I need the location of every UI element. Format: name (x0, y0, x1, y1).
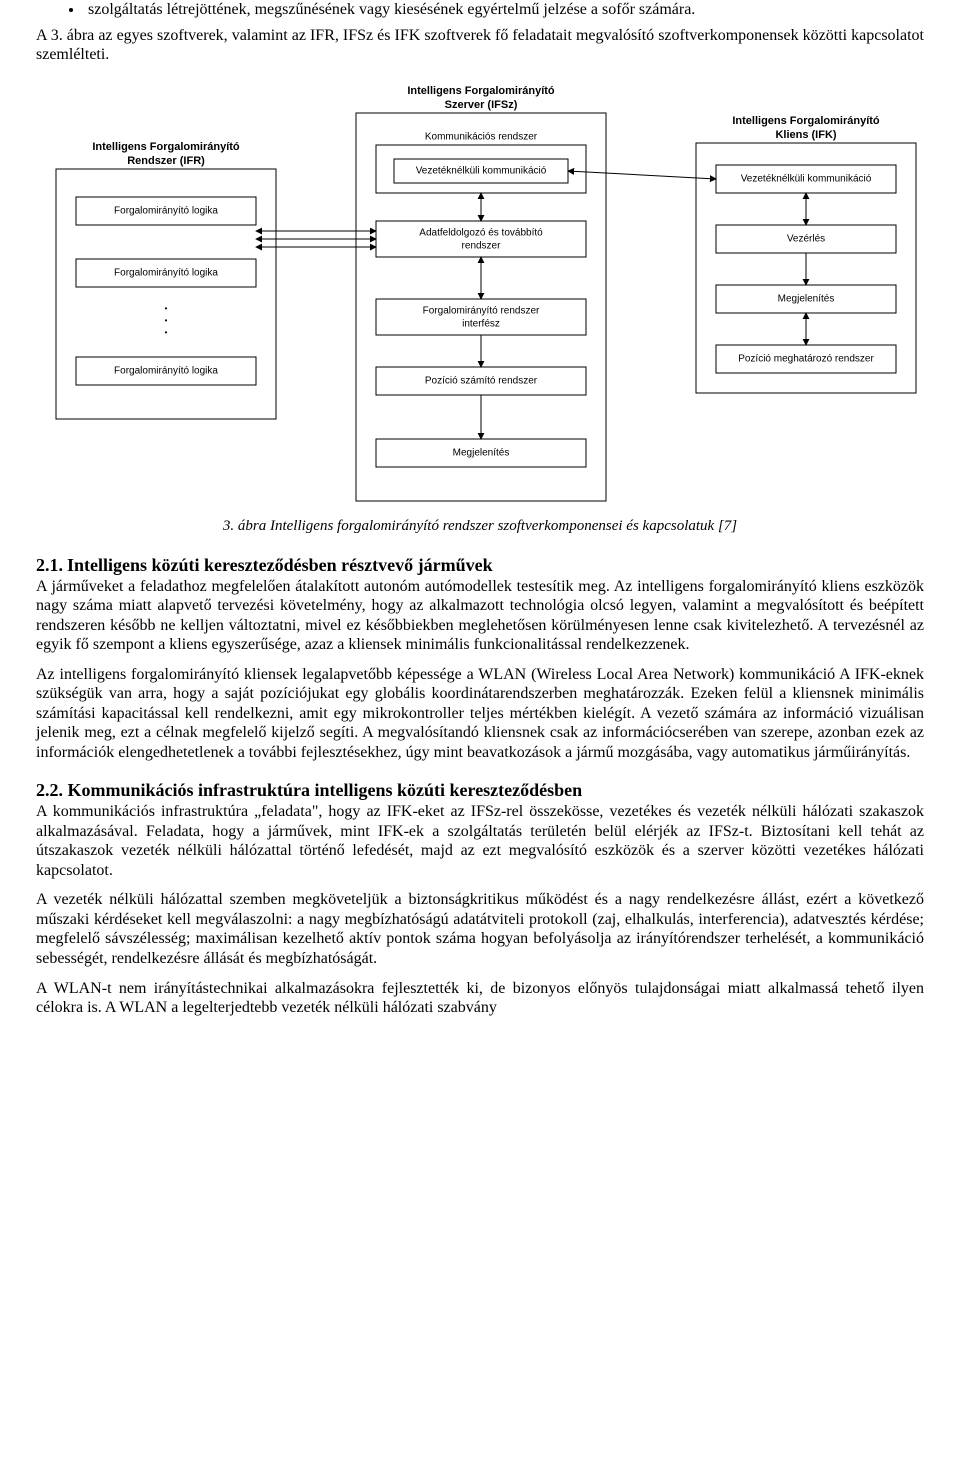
pozsz-lbl: Pozíció számító rendszer (425, 375, 538, 386)
sec21-num: 2.1. (36, 555, 63, 575)
r-t2: Kliens (IFK) (775, 128, 836, 140)
figure-caption: 3. ábra Intelligens forgalomirányító ren… (36, 517, 924, 535)
svg-text:•: • (165, 304, 168, 313)
section-2-1: 2.1. Intelligens közúti kereszteződésben… (36, 555, 924, 655)
c-t2: Szerver (IFSz) (445, 98, 518, 110)
l-t1: Intelligens Forgalomirányító (92, 140, 240, 152)
c-t1: Intelligens Forgalomirányító (407, 84, 555, 96)
ifk-l2: Vezérlés (787, 233, 825, 244)
figure-3: Intelligens Forgalomirányító Szerver (IF… (36, 79, 926, 509)
ifk-l1: Vezetéknélküli kommunikáció (741, 173, 872, 184)
bullet-list: szolgáltatás létrejöttének, megszűnéséne… (36, 0, 924, 20)
komm-label: Kommunikációs rendszer (425, 131, 538, 142)
svg-text:•: • (165, 328, 168, 337)
sec22-p3: A WLAN-t nem irányítástechnikai alkalmaz… (36, 979, 924, 1018)
l-t2: Rendszer (IFR) (127, 154, 205, 166)
bullet-item: szolgáltatás létrejöttének, megszűnéséne… (84, 0, 924, 20)
megj-lbl: Megjelenítés (453, 447, 510, 458)
ifr-l3: Forgalomirányító logika (114, 365, 218, 376)
adat-l2: rendszer (462, 240, 502, 251)
ifr-l1: Forgalomirányító logika (114, 205, 218, 216)
forif-l2: interfész (462, 318, 500, 329)
sec21-p1: A járműveket a feladathoz megfelelően át… (36, 578, 924, 654)
vezkomm-lbl: Vezetéknélküli kommunikáció (416, 165, 547, 176)
sec21-title: Intelligens közúti kereszteződésben rész… (67, 555, 493, 575)
forif-l1: Forgalomirányító rendszer (423, 305, 540, 316)
ifr-l2: Forgalomirányító logika (114, 267, 218, 278)
sec22-p2: A vezeték nélküli hálózattal szemben meg… (36, 890, 924, 968)
svg-text:•: • (165, 316, 168, 325)
ifk-l3: Megjelenítés (778, 293, 835, 304)
r-t1: Intelligens Forgalomirányító (732, 114, 880, 126)
adat-l1: Adatfeldolgozó és továbbító (419, 227, 543, 238)
figure-svg: Intelligens Forgalomirányító Szerver (IF… (36, 79, 926, 509)
ifk-l4: Pozíció meghatározó rendszer (738, 353, 874, 364)
intro-paragraph: A 3. ábra az egyes szoftverek, valamint … (36, 26, 924, 65)
sec22-p1: A kommunikációs infrastruktúra „feladata… (36, 802, 924, 880)
sec21-p2: Az intelligens forgalomirányító kliensek… (36, 665, 924, 763)
sec22-title: 2.2. Kommunikációs infrastruktúra intell… (36, 780, 924, 802)
